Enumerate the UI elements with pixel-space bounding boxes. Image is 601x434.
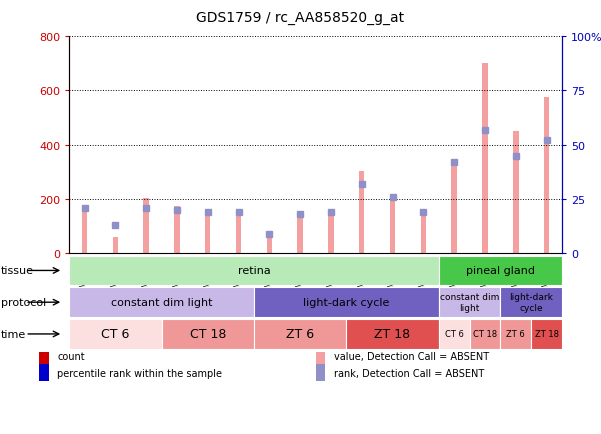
Bar: [513, 132, 519, 254]
Bar: [359, 171, 364, 254]
Text: light-dark cycle: light-dark cycle: [303, 298, 389, 307]
Text: ZT 6: ZT 6: [286, 328, 314, 341]
Bar: [297, 219, 303, 254]
Bar: [421, 213, 426, 254]
Bar: [390, 197, 395, 254]
Text: GDS1759 / rc_AA858520_g_at: GDS1759 / rc_AA858520_g_at: [197, 11, 404, 25]
Bar: [69, 319, 162, 349]
Bar: [69, 288, 254, 317]
Text: pineal gland: pineal gland: [466, 266, 535, 276]
Text: tissue: tissue: [1, 266, 34, 276]
Text: CT 18: CT 18: [473, 330, 497, 339]
Bar: [69, 256, 439, 286]
Text: ZT 6: ZT 6: [507, 330, 525, 339]
Text: CT 18: CT 18: [189, 328, 226, 341]
Bar: [254, 319, 346, 349]
Text: value, Detection Call = ABSENT: value, Detection Call = ABSENT: [334, 351, 489, 361]
Bar: [439, 288, 501, 317]
Bar: [328, 212, 334, 254]
Text: percentile rank within the sample: percentile rank within the sample: [57, 368, 222, 378]
Bar: [439, 256, 562, 286]
Bar: [544, 98, 549, 254]
Text: light-dark
cycle: light-dark cycle: [509, 293, 553, 312]
Text: ZT 18: ZT 18: [534, 330, 558, 339]
Text: ZT 18: ZT 18: [374, 328, 410, 341]
Bar: [501, 288, 562, 317]
Text: constant dim
light: constant dim light: [440, 293, 499, 312]
Bar: [316, 365, 326, 381]
Bar: [316, 347, 326, 365]
Bar: [531, 319, 562, 349]
Text: protocol: protocol: [1, 298, 46, 307]
Bar: [39, 365, 49, 381]
Bar: [469, 319, 501, 349]
Bar: [82, 207, 87, 254]
Bar: [174, 207, 180, 254]
Text: time: time: [1, 329, 26, 339]
Bar: [39, 347, 49, 365]
Text: CT 6: CT 6: [101, 328, 129, 341]
Text: count: count: [57, 351, 85, 361]
Bar: [439, 319, 469, 349]
Bar: [162, 319, 254, 349]
Text: CT 6: CT 6: [445, 330, 463, 339]
Bar: [482, 64, 487, 254]
Bar: [236, 212, 241, 254]
Bar: [205, 212, 210, 254]
Bar: [267, 233, 272, 254]
Bar: [451, 161, 457, 254]
Bar: [254, 288, 439, 317]
Bar: [144, 198, 149, 254]
Text: retina: retina: [237, 266, 270, 276]
Bar: [501, 319, 531, 349]
Bar: [346, 319, 439, 349]
Text: constant dim light: constant dim light: [111, 298, 212, 307]
Text: rank, Detection Call = ABSENT: rank, Detection Call = ABSENT: [334, 368, 484, 378]
Bar: [112, 237, 118, 254]
